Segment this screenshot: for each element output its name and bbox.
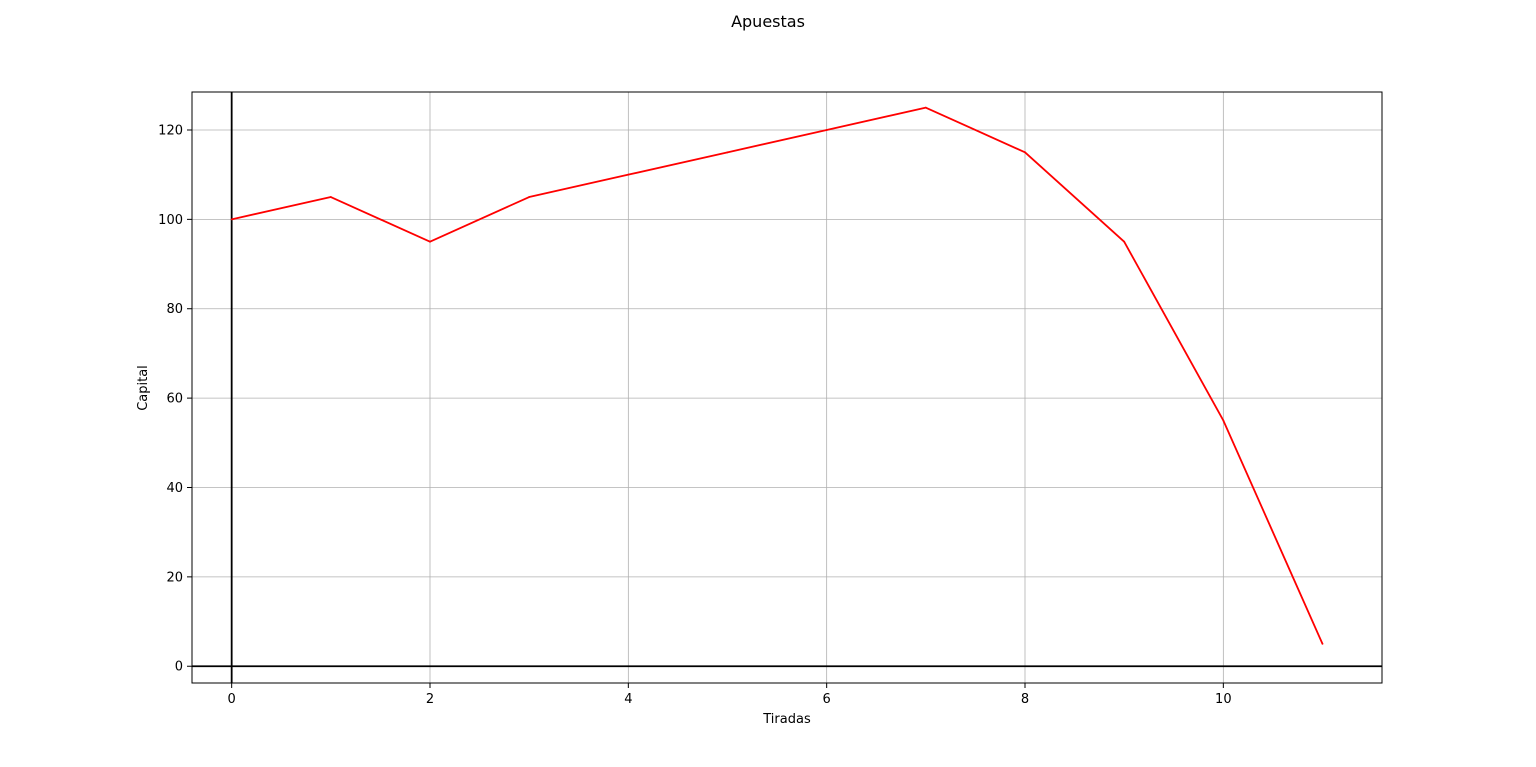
y-axis-label: Capital — [136, 365, 151, 411]
x-tick-label: 0 — [228, 692, 236, 707]
x-tick-label: 10 — [1215, 692, 1232, 707]
y-tick-label: 20 — [166, 570, 183, 585]
plot-frame — [191, 91, 1383, 684]
y-tick-label: 60 — [166, 392, 183, 407]
x-tick-label: 2 — [426, 692, 434, 707]
data-point — [924, 106, 927, 109]
x-tick-label: 4 — [624, 692, 632, 707]
x-tick-label: 8 — [1021, 692, 1029, 707]
y-tick-label: 0 — [175, 660, 183, 675]
data-point — [1321, 642, 1324, 645]
data-point — [329, 196, 332, 198]
data-point — [1222, 419, 1225, 422]
series-line — [231, 106, 1324, 645]
data-point — [825, 129, 828, 131]
y-axis-ticks: 0 20 40 60 80 100 120 — [158, 123, 192, 675]
data-point — [627, 173, 630, 176]
x-axis-label: Tiradas — [762, 712, 811, 727]
data-point — [726, 151, 729, 154]
chart-title: Apuestas — [731, 12, 805, 31]
x-tick-label: 6 — [823, 692, 831, 707]
series-layer — [230, 106, 1324, 645]
y-tick-label: 80 — [166, 302, 183, 317]
data-point — [1024, 151, 1026, 154]
grid-layer — [192, 92, 1382, 683]
y-tick-label: 100 — [158, 213, 183, 228]
data-point — [528, 196, 531, 198]
y-tick-label: 40 — [166, 481, 183, 496]
reference-lines — [192, 92, 1382, 683]
x-axis-ticks: 0 2 4 6 8 10 — [228, 683, 1232, 707]
y-tick-label: 120 — [158, 123, 183, 138]
data-point — [429, 240, 431, 243]
data-point — [230, 218, 233, 221]
data-point — [1123, 240, 1126, 243]
